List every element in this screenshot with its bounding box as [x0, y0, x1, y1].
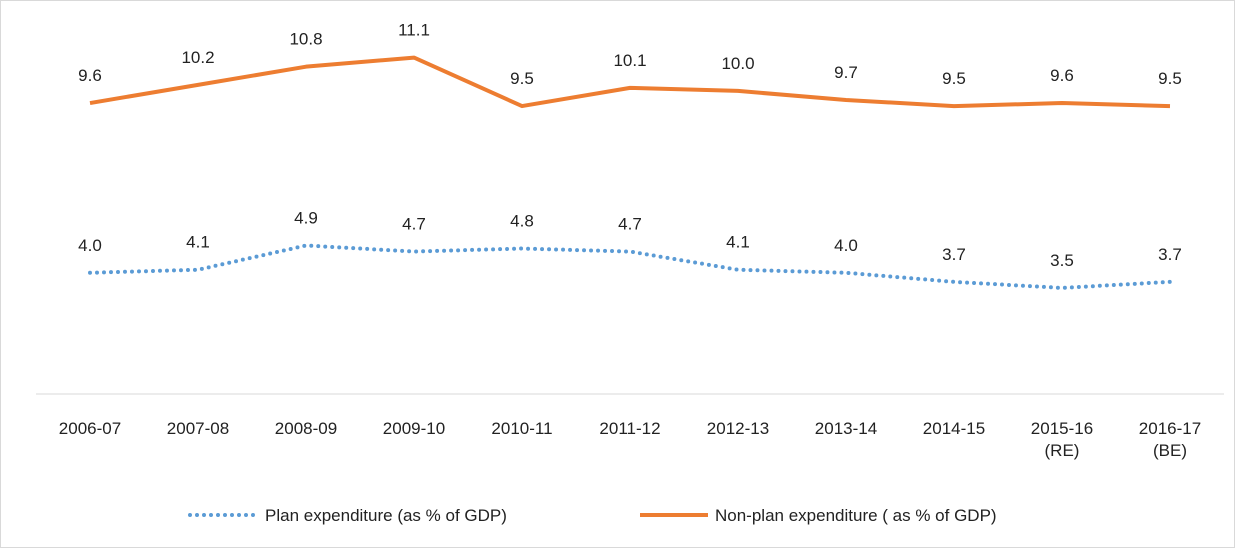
- x-tick-label: 2006-07: [59, 419, 121, 438]
- data-label: 4.7: [618, 215, 642, 234]
- data-label: 9.7: [834, 63, 858, 82]
- data-label: 10.0: [721, 54, 754, 73]
- data-label: 10.8: [289, 30, 322, 49]
- data-label: 4.0: [834, 236, 858, 255]
- legend-label: Plan expenditure (as % of GDP): [265, 506, 507, 525]
- data-label: 4.9: [294, 208, 318, 227]
- series-line: [88, 243, 1172, 290]
- x-tick-label: 2011-12: [599, 419, 660, 438]
- data-label: 3.5: [1050, 251, 1074, 270]
- x-tick-label: 2015-16 (RE): [1031, 419, 1093, 460]
- x-tick-label: 2007-08: [167, 419, 229, 438]
- data-label: 4.7: [402, 215, 426, 234]
- x-tick-label: 2016-17 (BE): [1139, 419, 1201, 460]
- data-label: 9.5: [1158, 69, 1182, 88]
- data-label: 9.5: [510, 69, 534, 88]
- data-label: 9.6: [1050, 66, 1074, 85]
- data-label: 10.2: [181, 48, 214, 67]
- x-tick-label: 2010-11: [491, 419, 552, 438]
- data-label: 11.1: [398, 21, 430, 40]
- data-label: 3.7: [1158, 245, 1182, 264]
- data-label: 10.1: [613, 51, 646, 70]
- data-label: 9.6: [78, 66, 102, 85]
- x-tick-label: 2014-15: [923, 419, 985, 438]
- legend-label: Non-plan expenditure ( as % of GDP): [715, 506, 997, 525]
- x-tick-label: 2013-14: [815, 419, 877, 438]
- data-label: 9.5: [942, 69, 966, 88]
- data-label: 4.8: [510, 212, 534, 231]
- series-line: [89, 55, 1171, 109]
- x-tick-label: 2012-13: [707, 419, 769, 438]
- data-label: 4.1: [186, 233, 210, 252]
- x-tick-label: 2009-10: [383, 419, 445, 438]
- data-label: 4.1: [726, 233, 750, 252]
- data-label: 4.0: [78, 236, 102, 255]
- data-label: 3.7: [942, 245, 966, 264]
- x-tick-label: 2008-09: [275, 419, 337, 438]
